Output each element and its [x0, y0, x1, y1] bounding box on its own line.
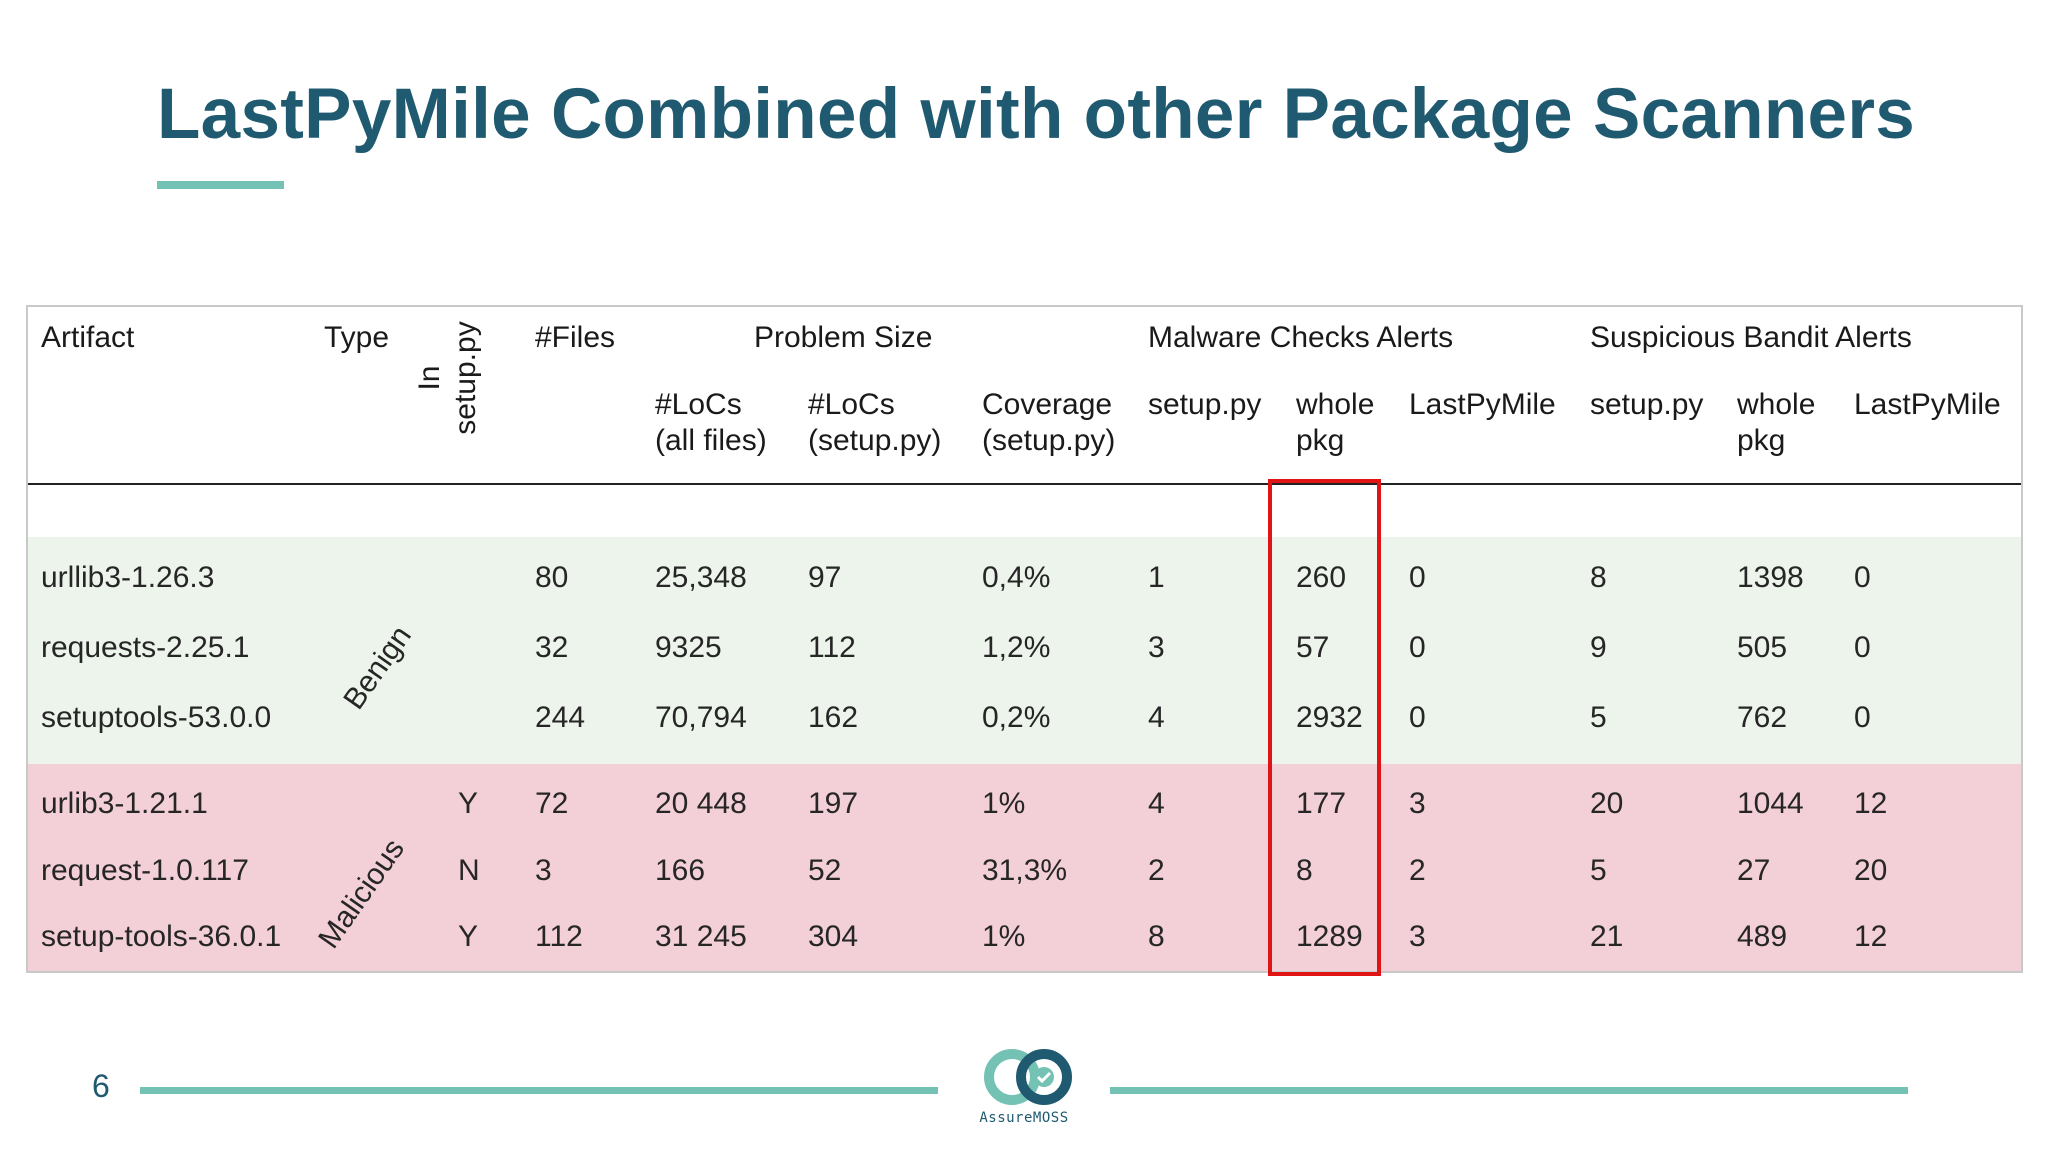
header-type: Type	[324, 321, 390, 354]
cell-coverage: 1%	[982, 787, 1026, 820]
cell-in-setup: N	[458, 854, 480, 887]
cell-ban-lpm: 0	[1854, 631, 1871, 664]
cell-mal-lpm: 0	[1409, 561, 1426, 594]
benign-band	[28, 537, 2021, 764]
results-table	[26, 305, 2023, 973]
cell-mal-lpm: 2	[1409, 854, 1426, 887]
cell-mal-setup: 8	[1148, 920, 1165, 953]
cell-files: 112	[535, 920, 583, 953]
cell-coverage: 0,2%	[982, 701, 1051, 734]
cell-ban-lpm: 12	[1854, 920, 1888, 953]
cell-locs-all: 25,348	[655, 561, 747, 594]
slide-title: LastPyMile Combined with other Package S…	[157, 75, 1916, 154]
footer-line-left	[140, 1087, 938, 1094]
header-malware-setup: setup.py	[1148, 388, 1262, 421]
cell-in-setup: Y	[458, 787, 479, 820]
cell-files: 3	[535, 854, 552, 887]
cell-mal-setup: 1	[1148, 561, 1165, 594]
cell-ban-lpm: 12	[1854, 787, 1888, 820]
header-bandit-setup: setup.py	[1590, 388, 1704, 421]
cell-coverage: 31,3%	[982, 854, 1068, 887]
cell-locs-setup: 97	[808, 561, 842, 594]
cell-artifact: setup-tools-36.0.1	[41, 920, 282, 953]
cell-locs-setup: 52	[808, 854, 842, 887]
header-bandit-lastpymile: LastPyMile	[1854, 388, 2001, 421]
cell-files: 80	[535, 561, 569, 594]
header-coverage: Coverage (setup.py)	[982, 388, 1116, 457]
cell-files: 32	[535, 631, 569, 664]
cell-locs-setup: 304	[808, 920, 859, 953]
cell-ban-whole: 762	[1737, 701, 1788, 734]
header-files: #Files	[535, 321, 616, 354]
cell-ban-setup: 5	[1590, 854, 1607, 887]
cell-coverage: 1%	[982, 920, 1026, 953]
header-artifact: Artifact	[41, 321, 135, 354]
header-bandit-whole: whole pkg	[1737, 388, 1816, 457]
header-problem-size: Problem Size	[754, 321, 933, 354]
cell-files: 244	[535, 701, 586, 734]
cell-in-setup: Y	[458, 920, 479, 953]
cell-ban-setup: 5	[1590, 701, 1607, 734]
cell-mal-setup: 4	[1148, 701, 1165, 734]
header-malware-whole: whole pkg	[1296, 388, 1375, 457]
cell-files: 72	[535, 787, 569, 820]
title-underline	[157, 181, 284, 189]
cell-locs-all: 9325	[655, 631, 722, 664]
cell-ban-whole: 489	[1737, 920, 1788, 953]
cell-locs-setup: 197	[808, 787, 859, 820]
cell-mal-setup: 2	[1148, 854, 1165, 887]
malicious-band	[28, 764, 2021, 971]
cell-ban-lpm: 20	[1854, 854, 1888, 887]
assuremoss-logo	[984, 1049, 1072, 1105]
cell-mal-whole: 177	[1296, 787, 1347, 820]
header-bandit-alerts: Suspicious Bandit Alerts	[1590, 321, 1912, 354]
cell-ban-setup: 9	[1590, 631, 1607, 664]
cell-locs-setup: 112	[808, 631, 856, 664]
cell-ban-whole: 505	[1737, 631, 1788, 664]
cell-mal-whole: 1289	[1296, 920, 1363, 953]
cell-artifact: urllib3-1.26.3	[41, 561, 215, 594]
cell-artifact: request-1.0.117	[41, 854, 249, 887]
header-in-setup: In setup.py	[413, 321, 482, 435]
logo-text: AssureMOSS	[979, 1110, 1069, 1126]
cell-locs-all: 31 245	[655, 920, 747, 953]
cell-locs-setup: 162	[808, 701, 859, 734]
header-locs-all: #LoCs (all files)	[655, 388, 767, 457]
cell-artifact: setuptools-53.0.0	[41, 701, 272, 734]
cell-mal-setup: 3	[1148, 631, 1165, 664]
cell-locs-all: 166	[655, 854, 706, 887]
highlight-whole-pkg-column	[1268, 479, 1381, 976]
cell-ban-setup: 20	[1590, 787, 1624, 820]
cell-artifact: urlib3-1.21.1	[41, 787, 208, 820]
cell-mal-lpm: 3	[1409, 920, 1426, 953]
cell-ban-whole: 1398	[1737, 561, 1804, 594]
cell-mal-whole: 57	[1296, 631, 1330, 664]
cell-mal-lpm: 3	[1409, 787, 1426, 820]
cell-locs-all: 70,794	[655, 701, 747, 734]
cell-mal-lpm: 0	[1409, 701, 1426, 734]
header-locs-setup: #LoCs (setup.py)	[808, 388, 942, 457]
cell-mal-setup: 4	[1148, 787, 1165, 820]
header-divider	[28, 483, 2021, 485]
cell-ban-setup: 8	[1590, 561, 1607, 594]
cell-mal-lpm: 0	[1409, 631, 1426, 664]
cell-locs-all: 20 448	[655, 787, 747, 820]
cell-mal-whole: 8	[1296, 854, 1313, 887]
footer-line-right	[1110, 1087, 1908, 1094]
cell-ban-whole: 1044	[1737, 787, 1804, 820]
cell-coverage: 0,4%	[982, 561, 1051, 594]
cell-ban-lpm: 0	[1854, 701, 1871, 734]
cell-ban-lpm: 0	[1854, 561, 1871, 594]
cell-mal-whole: 2932	[1296, 701, 1363, 734]
cell-artifact: requests-2.25.1	[41, 631, 250, 664]
header-malware-checks: Malware Checks Alerts	[1148, 321, 1454, 354]
cell-mal-whole: 260	[1296, 561, 1347, 594]
page-number: 6	[92, 1068, 110, 1104]
header-malware-lastpymile: LastPyMile	[1409, 388, 1556, 421]
cell-ban-setup: 21	[1590, 920, 1624, 953]
cell-ban-whole: 27	[1737, 854, 1771, 887]
cell-coverage: 1,2%	[982, 631, 1051, 664]
